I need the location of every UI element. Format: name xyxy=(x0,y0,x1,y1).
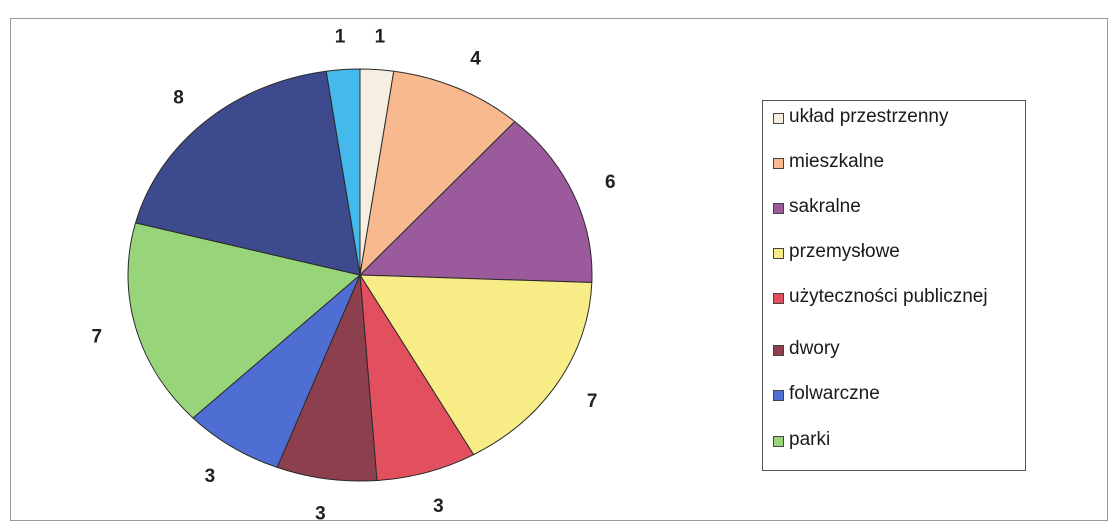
pie-slice xyxy=(359,274,593,456)
legend-swatch xyxy=(773,203,784,214)
pie-slice xyxy=(134,70,361,276)
chart-legend: układ przestrzenny mieszkalne sakralne prze… xyxy=(762,100,1026,471)
pie-slice xyxy=(358,120,593,284)
legend-label: folwarczne xyxy=(789,383,880,404)
pie-data-label: 3 xyxy=(315,503,326,524)
legend-item: użyteczności publicznej xyxy=(773,287,1019,306)
pie-slices xyxy=(127,68,593,482)
legend-swatch xyxy=(773,113,784,124)
pie-data-label: 1 xyxy=(375,27,386,48)
legend-label: dwory xyxy=(789,338,840,359)
pie-slice xyxy=(359,274,475,481)
legend-item: mieszkalne xyxy=(773,152,1019,171)
legend-item: sakralne xyxy=(773,197,1019,216)
legend-label: parki xyxy=(789,429,831,450)
pie-data-labels: 1 4 6 7 3 3 3 7 8 1 xyxy=(92,27,616,525)
pie-slice xyxy=(325,68,361,276)
legend-label: przemysłowe xyxy=(789,241,900,262)
legend-swatch xyxy=(773,345,784,356)
pie-slice xyxy=(276,274,378,482)
pie-data-label: 7 xyxy=(92,327,103,348)
legend-swatch xyxy=(773,436,784,447)
legend-label: użyteczności publicznej xyxy=(789,286,988,307)
legend-item: folwarczne xyxy=(773,384,1019,403)
pie-data-label: 4 xyxy=(470,49,481,70)
pie-data-label: 8 xyxy=(173,87,184,108)
legend-label: sakralne xyxy=(789,196,861,217)
pie-slice xyxy=(127,222,362,419)
legend-swatch xyxy=(773,293,784,304)
legend-swatch xyxy=(773,390,784,401)
pie-data-label: 1 xyxy=(335,27,346,48)
legend-swatch xyxy=(773,248,784,259)
pie-data-label: 3 xyxy=(433,496,444,517)
legend-label: układ przestrzenny xyxy=(789,106,949,127)
legend-item: przemysłowe xyxy=(773,242,1019,261)
legend-item: dwory xyxy=(773,339,1019,358)
legend-item: parki xyxy=(773,430,1019,449)
pie-data-label: 3 xyxy=(205,466,216,487)
legend-label: mieszkalne xyxy=(789,151,885,172)
pie-data-label: 7 xyxy=(587,391,598,412)
pie-data-label: 6 xyxy=(605,172,616,193)
pie-slice xyxy=(192,274,361,469)
legend-item: układ przestrzenny xyxy=(773,107,1019,126)
pie-slice xyxy=(359,70,516,277)
legend-swatch xyxy=(773,158,784,169)
